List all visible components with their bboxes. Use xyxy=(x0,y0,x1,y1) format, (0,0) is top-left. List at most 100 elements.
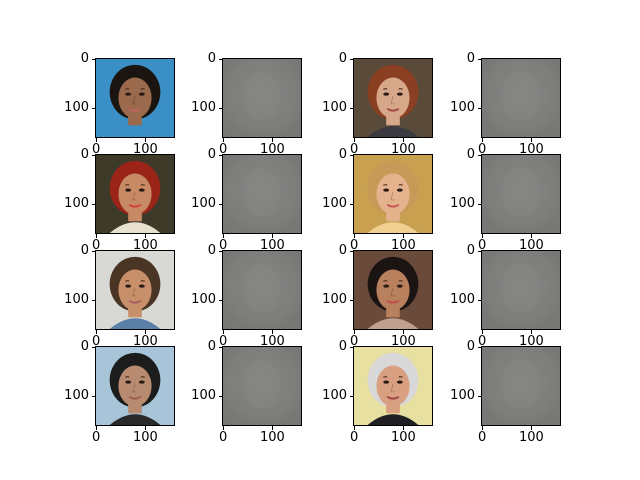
x-tick-mark xyxy=(403,138,404,142)
y-tick-mark xyxy=(477,347,481,348)
x-tick-mark xyxy=(482,426,483,430)
x-tick-label: 0 xyxy=(92,334,101,349)
x-tick-label: 100 xyxy=(519,430,544,445)
x-tick-mark xyxy=(354,234,355,238)
y-tick-label: 100 xyxy=(64,196,89,211)
y-tick-mark xyxy=(218,204,222,205)
y-tick-mark xyxy=(349,204,353,205)
y-tick-label: 100 xyxy=(191,196,216,211)
y-tick-label: 100 xyxy=(450,100,475,115)
y-tick-label: 0 xyxy=(338,51,347,66)
x-tick-label: 0 xyxy=(350,238,359,253)
y-tick-label: 100 xyxy=(322,388,347,403)
y-tick-mark xyxy=(91,347,95,348)
x-tick-mark xyxy=(96,234,97,238)
y-tick-label: 0 xyxy=(207,147,216,162)
y-tick-mark xyxy=(477,204,481,205)
x-tick-label: 100 xyxy=(391,238,416,253)
reconstruction-image xyxy=(481,250,561,330)
y-tick-mark xyxy=(349,347,353,348)
x-tick-label: 0 xyxy=(478,238,487,253)
x-tick-label: 0 xyxy=(219,238,228,253)
face-photo-woman-blonde-smiling xyxy=(353,154,433,234)
y-tick-mark xyxy=(349,108,353,109)
y-tick-mark xyxy=(91,251,95,252)
y-tick-label: 0 xyxy=(466,243,475,258)
y-tick-mark xyxy=(218,108,222,109)
face-photo-man-dark-hair xyxy=(95,346,175,426)
x-tick-label: 100 xyxy=(260,238,285,253)
x-tick-label: 100 xyxy=(133,142,158,157)
x-tick-label: 0 xyxy=(92,430,101,445)
x-tick-label: 100 xyxy=(260,430,285,445)
y-tick-label: 0 xyxy=(466,51,475,66)
y-tick-label: 100 xyxy=(322,292,347,307)
x-tick-label: 0 xyxy=(478,142,487,157)
y-tick-label: 0 xyxy=(207,243,216,258)
y-tick-label: 100 xyxy=(191,388,216,403)
y-tick-mark xyxy=(91,204,95,205)
x-tick-mark xyxy=(223,330,224,334)
x-tick-mark xyxy=(96,426,97,430)
x-tick-mark xyxy=(223,234,224,238)
y-tick-label: 100 xyxy=(191,292,216,307)
x-tick-label: 0 xyxy=(219,334,228,349)
x-tick-mark xyxy=(482,330,483,334)
face-photo-woman-dark-hair-smiling xyxy=(353,250,433,330)
y-tick-label: 100 xyxy=(64,388,89,403)
y-tick-label: 0 xyxy=(338,339,347,354)
reconstruction-image xyxy=(222,250,302,330)
y-tick-label: 100 xyxy=(450,196,475,211)
x-tick-mark xyxy=(272,330,273,334)
x-tick-mark xyxy=(354,330,355,334)
y-tick-label: 0 xyxy=(80,147,89,162)
reconstruction-image xyxy=(222,346,302,426)
y-tick-label: 100 xyxy=(64,100,89,115)
y-tick-label: 0 xyxy=(207,51,216,66)
y-tick-mark xyxy=(349,155,353,156)
reconstruction-image xyxy=(481,58,561,138)
x-tick-mark xyxy=(403,330,404,334)
x-tick-label: 100 xyxy=(260,142,285,157)
y-tick-mark xyxy=(477,251,481,252)
y-tick-label: 0 xyxy=(338,243,347,258)
face-photo-woman-curly-hair xyxy=(95,58,175,138)
x-tick-mark xyxy=(403,234,404,238)
x-tick-mark xyxy=(482,234,483,238)
y-tick-mark xyxy=(477,59,481,60)
reconstruction-image xyxy=(222,154,302,234)
y-tick-mark xyxy=(477,396,481,397)
y-tick-mark xyxy=(477,155,481,156)
y-tick-label: 0 xyxy=(80,51,89,66)
reconstruction-image xyxy=(222,58,302,138)
y-tick-mark xyxy=(91,59,95,60)
y-tick-mark xyxy=(218,155,222,156)
x-tick-label: 100 xyxy=(391,142,416,157)
y-tick-mark xyxy=(91,155,95,156)
x-tick-mark xyxy=(223,138,224,142)
y-tick-mark xyxy=(218,59,222,60)
y-tick-label: 100 xyxy=(450,388,475,403)
x-tick-mark xyxy=(403,426,404,430)
y-tick-label: 100 xyxy=(450,292,475,307)
y-tick-label: 100 xyxy=(322,196,347,211)
y-tick-label: 100 xyxy=(322,100,347,115)
x-tick-label: 0 xyxy=(478,430,487,445)
x-tick-label: 100 xyxy=(133,238,158,253)
y-tick-mark xyxy=(218,300,222,301)
x-tick-mark xyxy=(354,426,355,430)
x-tick-mark xyxy=(145,234,146,238)
y-tick-mark xyxy=(91,108,95,109)
y-tick-mark xyxy=(477,108,481,109)
x-tick-label: 100 xyxy=(519,238,544,253)
x-tick-mark xyxy=(272,234,273,238)
x-tick-label: 100 xyxy=(519,334,544,349)
y-tick-mark xyxy=(349,300,353,301)
x-tick-mark xyxy=(531,138,532,142)
reconstruction-image xyxy=(481,154,561,234)
x-tick-label: 100 xyxy=(133,430,158,445)
x-tick-mark xyxy=(96,330,97,334)
x-tick-mark xyxy=(145,138,146,142)
x-tick-mark xyxy=(531,426,532,430)
x-tick-label: 0 xyxy=(219,430,228,445)
